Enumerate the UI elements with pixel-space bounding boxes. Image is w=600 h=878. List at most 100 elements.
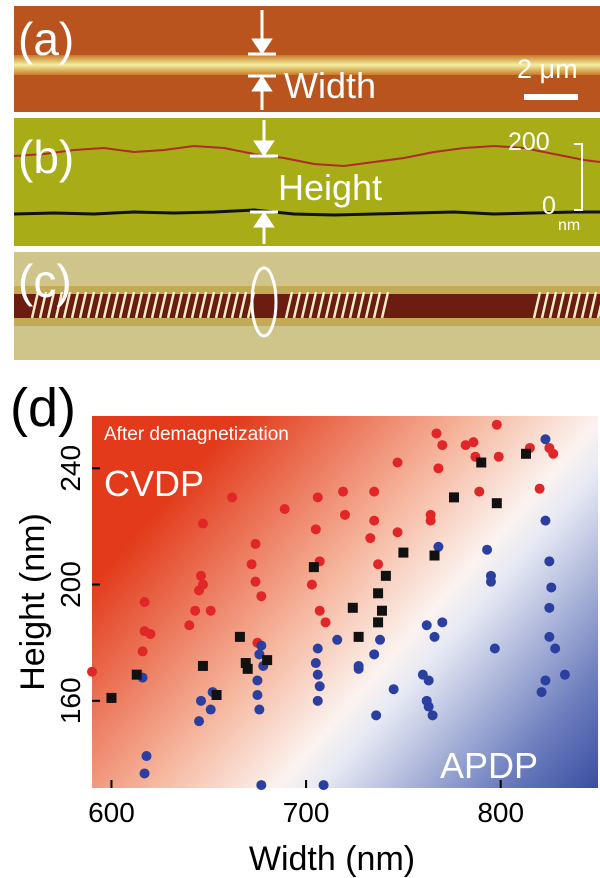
black-square-point bbox=[398, 547, 409, 558]
black-square-point bbox=[240, 658, 251, 669]
chart-annotation: After demagnetization bbox=[104, 424, 289, 445]
cvdp-point bbox=[491, 419, 502, 430]
y-tick-label: 160 bbox=[55, 677, 86, 724]
axis-ticks: 600 700 800 160 200 240 bbox=[55, 445, 524, 828]
cvdp-point bbox=[87, 666, 97, 677]
cvdp-point bbox=[250, 538, 261, 549]
apdp-point bbox=[375, 634, 386, 645]
domain-stripe bbox=[588, 291, 598, 319]
domain-stripe bbox=[214, 291, 224, 319]
domain-stripe bbox=[324, 291, 334, 319]
black-square-point bbox=[131, 669, 142, 680]
panel-c-lower-band bbox=[14, 326, 600, 360]
height-scale-bracket bbox=[574, 143, 583, 211]
domain-stripe bbox=[230, 291, 240, 319]
x-tick-label: 600 bbox=[88, 797, 135, 828]
cvdp-point bbox=[246, 559, 257, 570]
apdp-point bbox=[312, 669, 323, 680]
y-tick-label: 240 bbox=[55, 445, 86, 492]
cvdp-point bbox=[425, 515, 436, 526]
domain-stripe bbox=[102, 291, 112, 319]
domain-stripe bbox=[134, 291, 144, 319]
apdp-point bbox=[332, 634, 343, 645]
domain-stripe bbox=[572, 291, 582, 319]
scale-nm-label: nm bbox=[558, 217, 581, 234]
black-square-point bbox=[262, 655, 273, 666]
domain-stripe bbox=[30, 291, 40, 319]
black-square-point bbox=[520, 448, 531, 459]
scale-200-label: 200 bbox=[508, 128, 550, 156]
domain-stripe bbox=[332, 291, 342, 319]
apdp-point bbox=[427, 710, 438, 721]
domain-stripe bbox=[580, 291, 590, 319]
panel-d-label: (d) bbox=[10, 378, 76, 438]
apdp-point bbox=[546, 582, 557, 593]
scale-0-label: 0 bbox=[542, 192, 556, 220]
cvdp-point bbox=[392, 457, 403, 468]
region-label-cvdp: CVDP bbox=[104, 463, 204, 504]
domain-stripe bbox=[126, 291, 136, 319]
domain-stripe bbox=[372, 291, 382, 319]
cvdp-point bbox=[227, 492, 238, 503]
domain-stripe bbox=[292, 291, 302, 319]
apdp-point bbox=[544, 602, 555, 613]
domain-stripe bbox=[182, 291, 192, 319]
y-axis-label: Height (nm) bbox=[14, 513, 52, 691]
cvdp-point bbox=[338, 486, 349, 497]
domain-stripe bbox=[356, 291, 366, 319]
cvdp-point bbox=[474, 486, 485, 497]
apdp-point bbox=[423, 701, 434, 712]
apdp-point bbox=[314, 681, 325, 692]
black-square-point bbox=[242, 663, 253, 674]
width-arrows bbox=[248, 10, 276, 110]
x-tick-label: 700 bbox=[283, 797, 330, 828]
cvdp-point bbox=[437, 440, 448, 451]
panel-a-image: (a) Width 2 μm bbox=[14, 6, 600, 112]
cvdp-point bbox=[137, 646, 148, 657]
black-square-point bbox=[429, 550, 440, 561]
black-square-point bbox=[476, 457, 487, 468]
black-square-point bbox=[373, 588, 384, 599]
domain-stripe bbox=[190, 291, 200, 319]
apdp-point bbox=[540, 434, 551, 445]
cvdp-point bbox=[194, 585, 205, 596]
domain-stripe bbox=[118, 291, 128, 319]
apdp-point bbox=[550, 643, 561, 654]
black-square-point bbox=[211, 690, 222, 700]
region-label-apdp: APDP bbox=[440, 745, 538, 786]
scale-bar-label: 2 μm bbox=[517, 54, 578, 84]
black-square-point bbox=[491, 498, 502, 509]
apdp-point bbox=[540, 515, 551, 526]
cvdp-point bbox=[340, 509, 350, 520]
apdp-point bbox=[423, 675, 434, 686]
apdp-point bbox=[540, 675, 551, 686]
panel-b-graphic bbox=[14, 120, 600, 244]
domain-stripes bbox=[30, 291, 600, 319]
scale-bar bbox=[524, 94, 578, 100]
cvdp-point bbox=[460, 440, 471, 451]
panel-b-image: (b) Height 200 0 nm bbox=[14, 118, 600, 246]
y-tick-label: 200 bbox=[55, 561, 86, 608]
panel-b-label: (b) bbox=[18, 131, 75, 183]
domain-stripe bbox=[222, 291, 232, 319]
apdp-point bbox=[388, 684, 399, 695]
panel-c-graphic bbox=[14, 252, 600, 360]
height-profile-bottom bbox=[14, 208, 600, 217]
cvdp-point bbox=[493, 451, 504, 462]
domain-stripe bbox=[142, 291, 152, 319]
domain-stripe bbox=[54, 291, 64, 319]
apdp-point bbox=[429, 631, 440, 642]
black-square-point bbox=[106, 692, 117, 703]
cvdp-point bbox=[197, 518, 208, 529]
domain-stripe bbox=[166, 291, 176, 319]
domain-stripe bbox=[380, 291, 390, 319]
domain-stripe bbox=[532, 291, 542, 319]
height-arrows bbox=[250, 120, 278, 244]
cvdp-point bbox=[392, 527, 403, 538]
apdp-point bbox=[371, 710, 382, 721]
cvdp-point bbox=[314, 605, 325, 616]
domain-stripe bbox=[206, 291, 216, 319]
panel-c-upper-band bbox=[14, 252, 600, 286]
black-square-point bbox=[308, 562, 319, 573]
apdp-point bbox=[256, 780, 267, 791]
